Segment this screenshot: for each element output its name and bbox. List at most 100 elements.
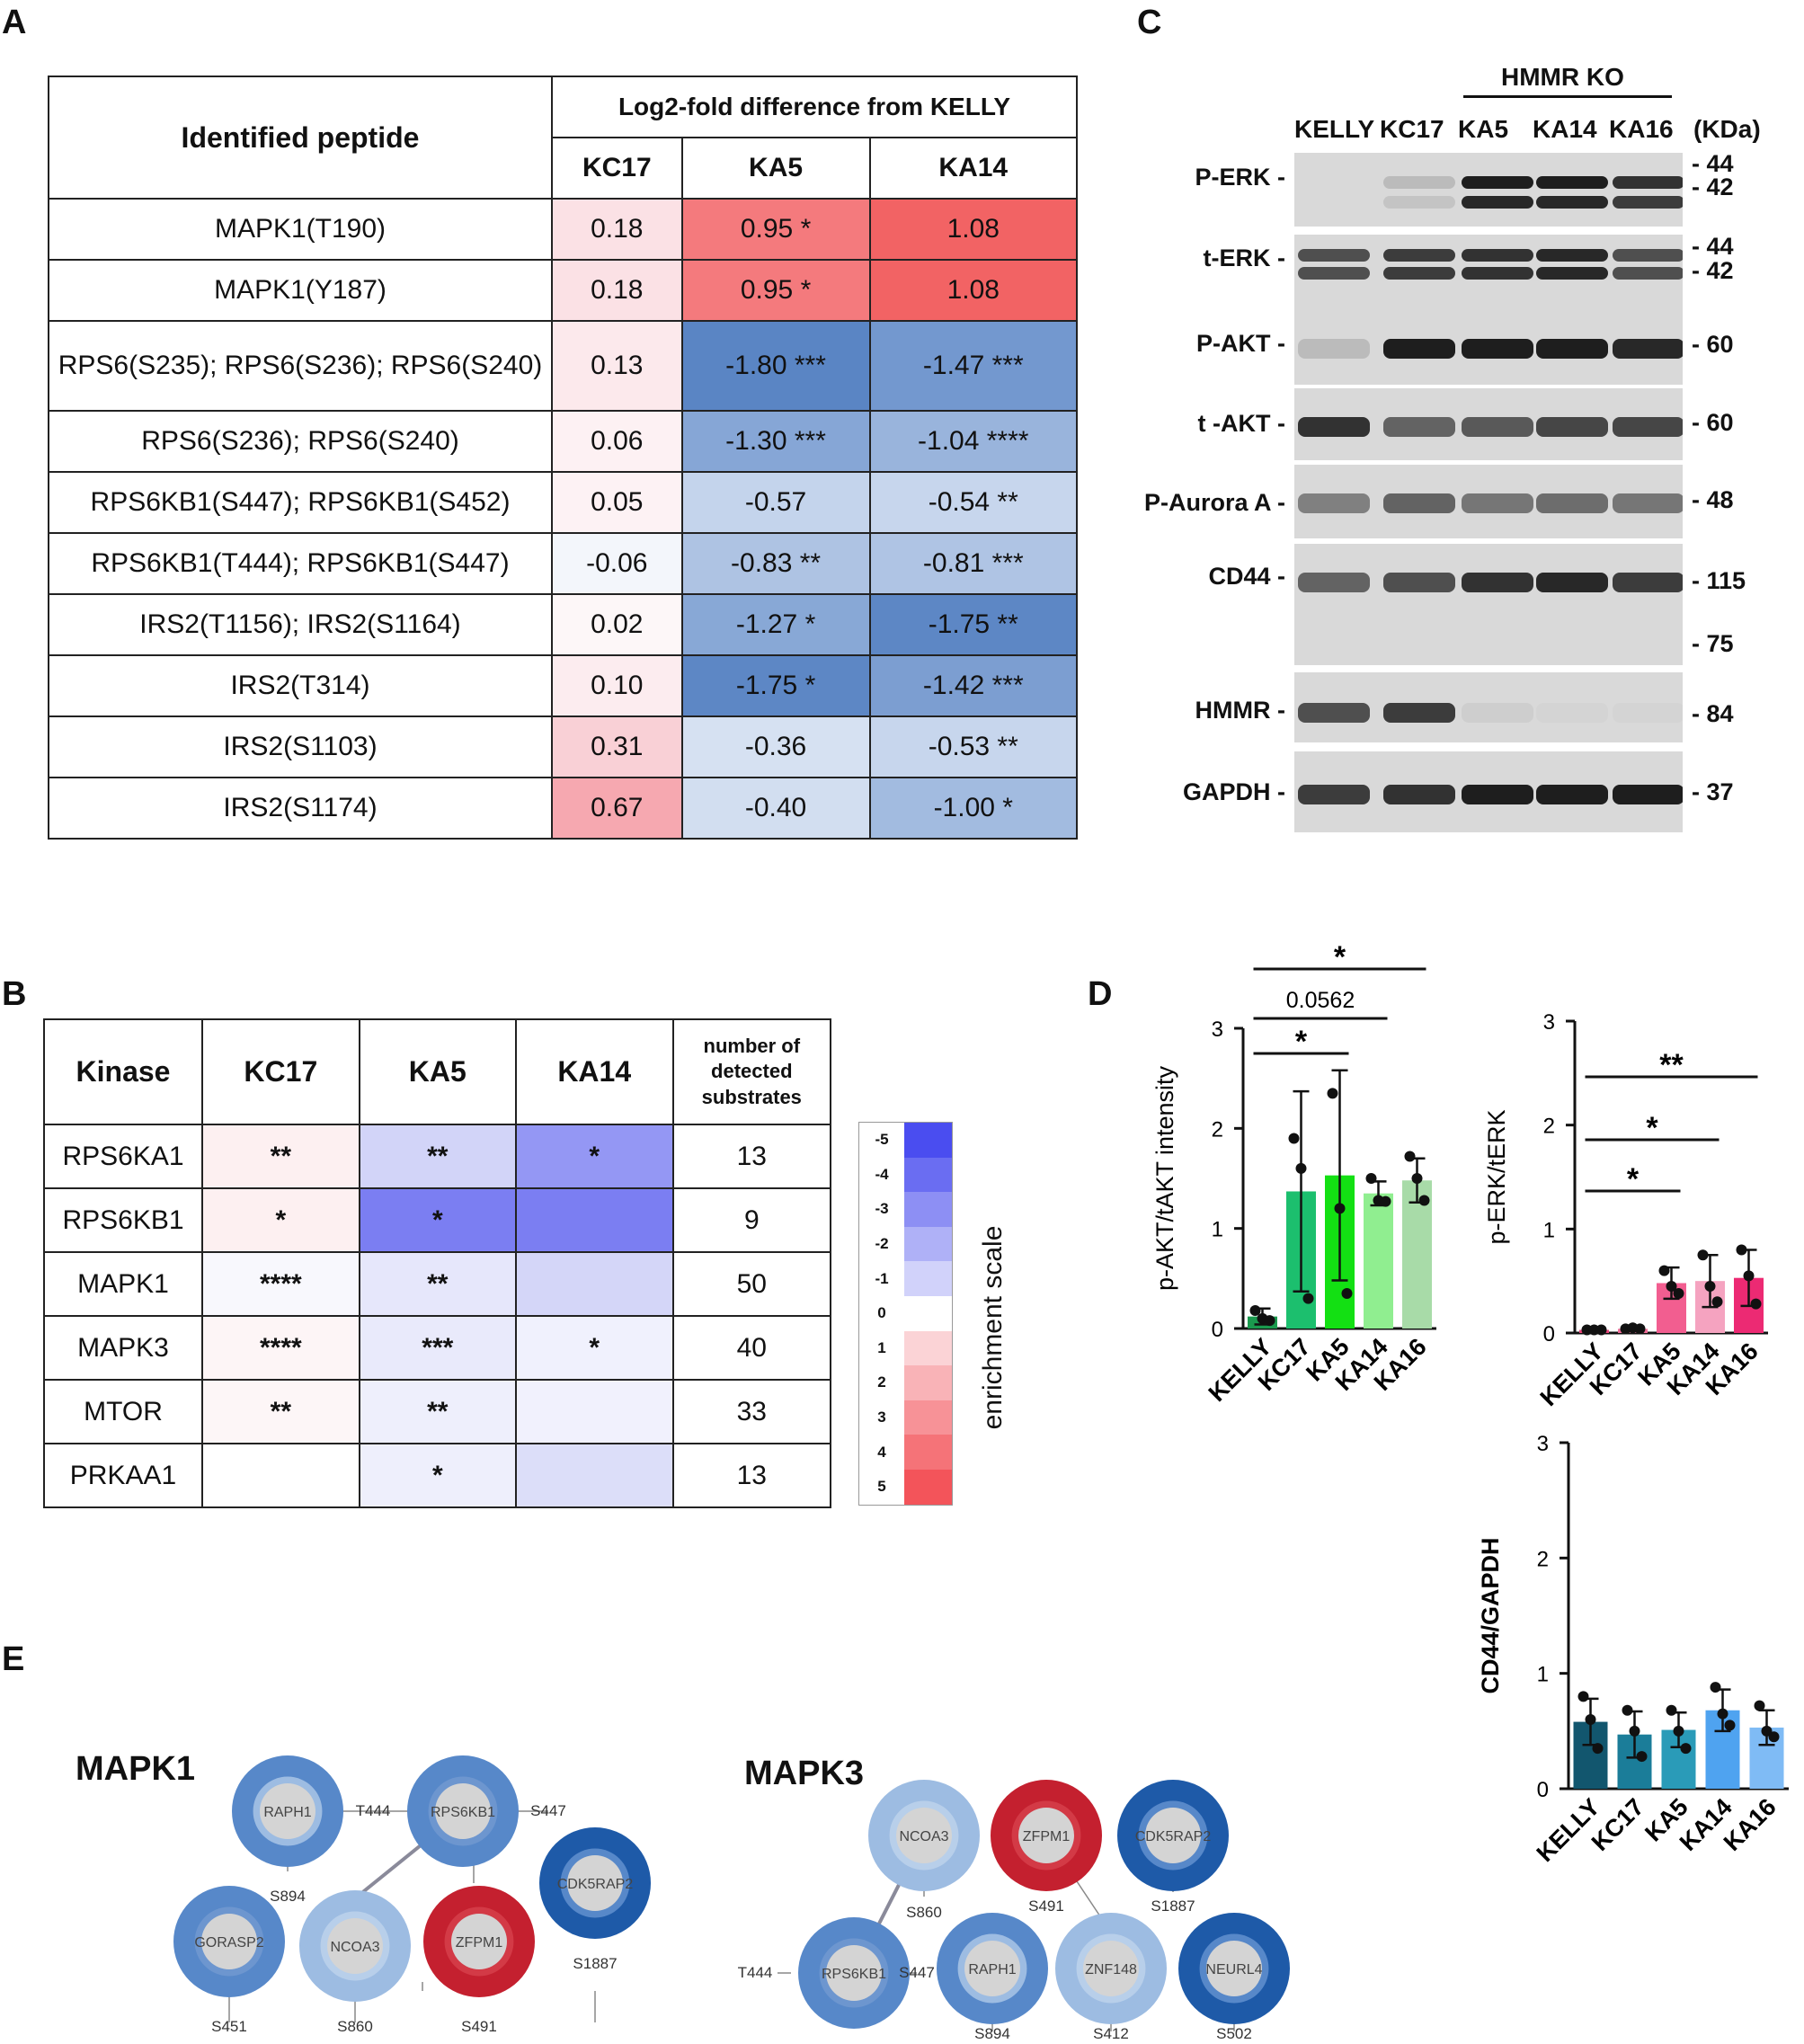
kda-marker: - 48 bbox=[1692, 486, 1734, 513]
ka14-significance bbox=[514, 1379, 674, 1444]
data-point bbox=[1666, 1704, 1677, 1716]
scale-tick-label: 0 bbox=[877, 1304, 886, 1322]
y-tick-label: 0 bbox=[1212, 1318, 1223, 1342]
peptide-name: IRS2(T1156); IRS2(S1164) bbox=[48, 593, 553, 656]
blot-band bbox=[1613, 785, 1683, 804]
blot-band bbox=[1462, 249, 1533, 262]
substrate-count: 13 bbox=[671, 1443, 832, 1508]
kc17-significance: * bbox=[201, 1187, 360, 1253]
kc17-value: 0.67 bbox=[551, 777, 683, 840]
substrate-count: 9 bbox=[671, 1187, 832, 1253]
ka5-significance: *** bbox=[358, 1315, 517, 1381]
phosphosite-label: S1887 bbox=[573, 1955, 617, 1972]
node-rps6kb1-label: RPS6KB1 bbox=[822, 1967, 886, 1982]
scale-swatch bbox=[904, 1435, 952, 1470]
node-ncoa3-label: NCOA3 bbox=[330, 1940, 379, 1955]
blot-lane-label: KA14 bbox=[1533, 115, 1597, 143]
blot-band bbox=[1462, 785, 1533, 804]
blot-band bbox=[1536, 339, 1608, 359]
kda-unit: (KDa) bbox=[1693, 115, 1761, 143]
blot-row-label: HMMR - bbox=[1195, 697, 1285, 724]
blot-band bbox=[1613, 249, 1683, 262]
blot-row-label: t -AKT - bbox=[1197, 410, 1285, 437]
scale-tick-label: -2 bbox=[875, 1235, 889, 1253]
peptide-name: MAPK1(T190) bbox=[48, 198, 553, 261]
kda-marker: - 115 bbox=[1692, 567, 1746, 594]
kda-marker: - 84 bbox=[1692, 700, 1734, 727]
phosphosite-label: S491 bbox=[1028, 1897, 1064, 1915]
ka14-significance: * bbox=[514, 1124, 674, 1189]
header-col-kc17: KC17 bbox=[551, 137, 683, 200]
kda-marker: - 44 bbox=[1692, 233, 1734, 260]
scale-swatch bbox=[904, 1295, 952, 1331]
blot-band bbox=[1383, 249, 1455, 262]
blot-band bbox=[1462, 176, 1533, 189]
phosphosite-label: S1887 bbox=[1151, 1897, 1195, 1915]
kc17-value: 0.18 bbox=[551, 259, 683, 322]
kc17-value: 0.10 bbox=[551, 654, 683, 717]
blot-strip bbox=[1294, 308, 1683, 385]
phosphosite-label: S412 bbox=[1093, 2025, 1129, 2042]
kc17-value: -0.06 bbox=[551, 532, 683, 595]
phosphosite-label: S894 bbox=[270, 1888, 306, 1905]
blot-row-label: GAPDH - bbox=[1183, 778, 1285, 805]
data-point bbox=[1697, 1249, 1709, 1261]
data-point bbox=[1666, 1280, 1677, 1292]
substrate-count: 13 bbox=[671, 1124, 832, 1189]
scale-step: 2 bbox=[859, 1365, 952, 1400]
y-axis-label: CD44/GAPDH bbox=[1477, 1537, 1504, 1693]
kinase-row: MAPK3 **** *** * 40 bbox=[43, 1315, 832, 1381]
y-tick-label: 3 bbox=[1543, 1010, 1555, 1035]
blot-band bbox=[1536, 493, 1608, 513]
y-axis-label: p-ERK/tERK bbox=[1483, 1109, 1510, 1244]
kinase-name: MAPK1 bbox=[43, 1251, 203, 1317]
peptide-row: IRS2(S1174) 0.67 -0.40 -1.00 * bbox=[48, 777, 1079, 840]
data-point bbox=[1673, 1725, 1684, 1737]
significance-label: * bbox=[1334, 940, 1346, 974]
kinase-row: PRKAA1 * 13 bbox=[43, 1443, 832, 1508]
node-zfpm1-label: ZFPM1 bbox=[456, 1935, 503, 1951]
blot-band bbox=[1613, 176, 1683, 189]
scale-step: 5 bbox=[859, 1469, 952, 1505]
blot-band bbox=[1536, 249, 1608, 262]
ka5-value: -0.57 bbox=[680, 471, 871, 534]
header-col-ka14: KA14 bbox=[514, 1018, 674, 1125]
header-substrate-count: number of detected substrates bbox=[671, 1018, 832, 1125]
significance-label: * bbox=[1295, 1025, 1308, 1059]
kinase-row: RPS6KA1 ** ** * 13 bbox=[43, 1124, 832, 1189]
data-point bbox=[1658, 1265, 1670, 1276]
scale-step: -5 bbox=[859, 1123, 952, 1158]
blot-strip bbox=[1294, 465, 1683, 538]
blot-strip bbox=[1294, 751, 1683, 832]
hmmr-ko-label: HMMR KO bbox=[1501, 63, 1624, 91]
blot-band bbox=[1613, 493, 1683, 513]
blot-band bbox=[1383, 196, 1455, 209]
node-cdk5rap2-core bbox=[1145, 1808, 1201, 1863]
node-znf148-label: ZNF148 bbox=[1085, 1962, 1137, 1977]
data-point bbox=[1302, 1293, 1314, 1304]
scale-tick-label: 1 bbox=[877, 1338, 886, 1356]
peptide-name: IRS2(S1174) bbox=[48, 777, 553, 840]
node-ncoa3-core bbox=[327, 1918, 383, 1974]
data-point bbox=[1636, 1751, 1648, 1763]
data-point bbox=[1380, 1195, 1391, 1207]
kc17-significance: ** bbox=[201, 1124, 360, 1189]
scale-step: 3 bbox=[859, 1400, 952, 1435]
kinase-name: MTOR bbox=[43, 1379, 203, 1444]
y-tick-label: 0 bbox=[1537, 1778, 1549, 1802]
data-point bbox=[1592, 1743, 1604, 1755]
phosphosite-label: S502 bbox=[1216, 2025, 1252, 2042]
data-point bbox=[1404, 1151, 1416, 1162]
enrichment-scale: -5 -4 -3 -2 -1 0 1 2 3 4 5 bbox=[858, 1122, 953, 1506]
ka14-value: -1.00 * bbox=[868, 777, 1079, 840]
blot-band bbox=[1613, 573, 1683, 592]
kda-marker: - 60 bbox=[1692, 331, 1734, 358]
blot-band bbox=[1462, 573, 1533, 592]
scale-swatch bbox=[904, 1469, 952, 1505]
x-tick-label: KC17 bbox=[1586, 1793, 1649, 1856]
blot-band bbox=[1383, 417, 1455, 437]
y-tick-label: 0 bbox=[1543, 1322, 1555, 1346]
ka14-value: -1.47 *** bbox=[868, 320, 1079, 412]
scale-step: 4 bbox=[859, 1435, 952, 1470]
y-tick-label: 1 bbox=[1543, 1218, 1555, 1242]
